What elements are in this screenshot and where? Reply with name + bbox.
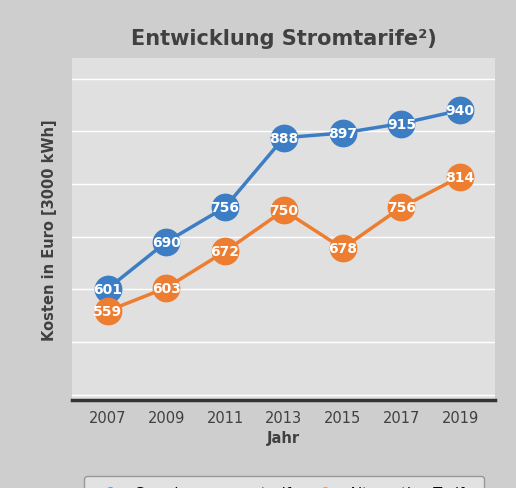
Text: 940: 940 xyxy=(446,104,475,118)
Text: 897: 897 xyxy=(328,127,357,141)
Text: 750: 750 xyxy=(269,204,298,218)
Text: 603: 603 xyxy=(152,281,181,295)
Legend: Grundversorungstarif, Alternative Tarife: Grundversorungstarif, Alternative Tarife xyxy=(84,476,483,488)
Text: 690: 690 xyxy=(152,236,181,249)
Title: Entwicklung Stromtarife²): Entwicklung Stromtarife²) xyxy=(131,29,437,49)
Text: 601: 601 xyxy=(93,282,122,296)
Text: 678: 678 xyxy=(328,242,357,256)
Text: 915: 915 xyxy=(387,117,416,131)
Text: 672: 672 xyxy=(211,245,239,259)
Text: 756: 756 xyxy=(387,201,416,215)
X-axis label: Jahr: Jahr xyxy=(267,430,300,446)
Text: 559: 559 xyxy=(93,305,122,318)
Y-axis label: Kosten in Euro [3000 kWh]: Kosten in Euro [3000 kWh] xyxy=(42,119,57,340)
Text: 756: 756 xyxy=(211,201,239,215)
Text: 888: 888 xyxy=(269,131,298,145)
Text: 814: 814 xyxy=(445,170,475,184)
